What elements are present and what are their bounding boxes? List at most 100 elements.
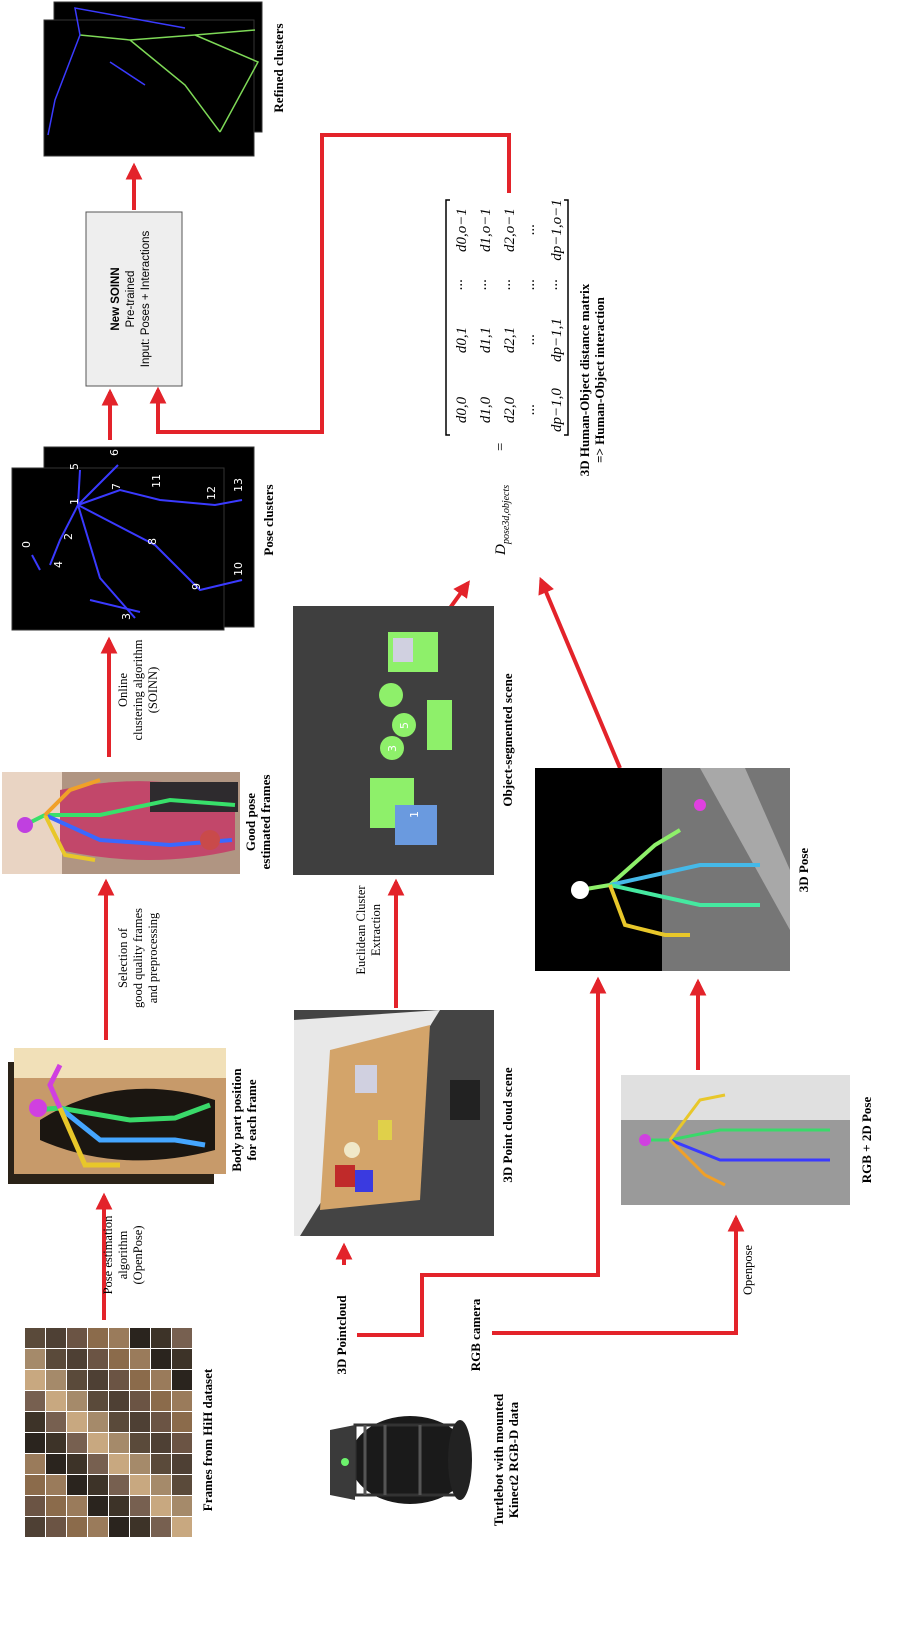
mosaic-frame (88, 1433, 108, 1453)
label-turtlebot-1: Turtlebot with mounted (491, 1393, 506, 1526)
mosaic-frame (151, 1517, 171, 1537)
mosaic-frame (151, 1412, 171, 1432)
pose-cluster-number: 7 (110, 483, 123, 490)
turtlebot-image (330, 1416, 472, 1504)
label-3d-pointcloud: 3D Pointcloud (334, 1295, 349, 1375)
mosaic-frame (25, 1391, 45, 1411)
mosaic-frame (130, 1370, 150, 1390)
matrix-cell: ··· (526, 224, 542, 235)
label-rgb-2d-pose: RGB + 2D Pose (859, 1097, 874, 1184)
mosaic-frame (130, 1433, 150, 1453)
mosaic-frame (109, 1517, 129, 1537)
mosaic-frame (88, 1349, 108, 1369)
mosaic-frame (88, 1328, 108, 1348)
mosaic-frame (172, 1433, 192, 1453)
soinn-input: Input: Poses + Interactions (140, 231, 152, 368)
mosaic-frame (88, 1475, 108, 1495)
label-online-clustering-2: clustering algorithm (131, 639, 145, 740)
pose-cluster-number: 1 (68, 498, 81, 505)
pose-cluster-number: 6 (108, 449, 121, 456)
label-selection-1: Selection of (116, 927, 130, 988)
matrix-cells: d0,0 d0,1 ··· d0,o−1 d1,0 d1,1 ··· d1,o−1 d2,0 d2… (454, 199, 565, 432)
label-selection-3: and preprocessing (146, 912, 160, 1003)
pose-cluster-number: 13 (232, 478, 245, 492)
label-pose-clusters: Pose clusters (261, 484, 276, 555)
mosaic-frame (67, 1496, 87, 1516)
pose-cluster-number: 0 (20, 541, 33, 548)
mosaic-frame (67, 1328, 87, 1348)
mosaic-frame (25, 1370, 45, 1390)
mosaic-frame (130, 1475, 150, 1495)
mosaic-frame (88, 1517, 108, 1537)
mosaic-frame (109, 1475, 129, 1495)
label-online-clustering-1: Online (116, 673, 130, 707)
matrix-cell: d0,1 (454, 327, 470, 353)
arrow-pointcloud-to-3dpose (357, 976, 607, 1337)
scene-object-numbers: 1 3 5 (386, 722, 421, 818)
label-euclidean-1: Euclidean Cluster (354, 885, 368, 975)
label-frames-hih: Frames from HiH dataset (200, 1368, 215, 1511)
arrow-matrix-to-soinn (149, 133, 511, 434)
mosaic-frame (109, 1328, 129, 1348)
label-object-segmented: Object-segmented scene (500, 673, 515, 806)
object-segmented-image: 1 3 5 (293, 606, 494, 875)
refined-clusters-image (43, 1, 263, 157)
arrow-3dpose-to-matrix (538, 576, 622, 769)
mosaic-frame (151, 1370, 171, 1390)
pose-cluster-number: 2 (62, 533, 75, 540)
mosaic-frame (130, 1517, 150, 1537)
label-point-cloud-scene: 3D Point cloud scene (500, 1067, 515, 1182)
scene-object-number: 1 (408, 811, 421, 818)
mosaic-frame (67, 1517, 87, 1537)
mosaic-frame (67, 1349, 87, 1369)
mosaic-frame (67, 1391, 87, 1411)
mosaic-frame (46, 1370, 66, 1390)
label-good-pose-2: estimated frames (258, 775, 273, 870)
label-euclidean-2: Extraction (369, 903, 383, 956)
pose-cluster-number: 12 (205, 486, 218, 500)
scene-object-number: 3 (386, 745, 399, 752)
mosaic-frame (25, 1433, 45, 1453)
label-turtlebot-2: Kinect2 RGB-D data (506, 1401, 521, 1518)
mosaic-frame (109, 1370, 129, 1390)
arrow-rgb-to-openpose (492, 1214, 745, 1335)
soinn-box: New SOINN Pre-trained Input: Poses + Int… (85, 211, 183, 387)
mosaic-frame (46, 1433, 66, 1453)
matrix-cell: dp−1,0 (549, 388, 565, 432)
mosaic-frame (172, 1517, 192, 1537)
3d-pose-image (535, 768, 790, 971)
matrix-cell: d2,o−1 (502, 208, 518, 252)
mosaic-frame (172, 1391, 192, 1411)
mosaic-frame (172, 1412, 192, 1432)
matrix-cell: dp−1,1 (549, 318, 565, 362)
hih-frames-mosaic (25, 1328, 192, 1537)
rgb-2d-pose-image (621, 1075, 850, 1205)
label-3d-pose: 3D Pose (796, 848, 811, 893)
matrix-cell: ··· (549, 279, 565, 290)
matrix-cell: d1,0 (478, 396, 494, 423)
pose-cluster-number: 4 (52, 561, 65, 568)
matrix-cell: d0,0 (454, 396, 470, 423)
body-part-image (8, 1048, 226, 1184)
matrix-lhs-subscript: pose3d,objects (501, 485, 512, 545)
point-cloud-scene-image (294, 1010, 494, 1236)
label-pose-estimation-3: (OpenPose) (131, 1225, 145, 1284)
mosaic-frame (25, 1454, 45, 1474)
mosaic-frame (46, 1412, 66, 1432)
label-body-part-2: for each frame (244, 1079, 259, 1161)
mosaic-frame (25, 1517, 45, 1537)
mosaic-frame (130, 1328, 150, 1348)
mosaic-frame (151, 1391, 171, 1411)
mosaic-frame (46, 1454, 66, 1474)
pose-cluster-number: 5 (68, 463, 81, 470)
mosaic-frame (151, 1433, 171, 1453)
mosaic-frame (46, 1349, 66, 1369)
mosaic-frame (109, 1433, 129, 1453)
label-good-pose-1: Good pose (243, 793, 258, 851)
label-online-clustering-3: (SOINN) (146, 667, 160, 714)
mosaic-frame (151, 1475, 171, 1495)
mosaic-frame (151, 1349, 171, 1369)
mosaic-frame (130, 1391, 150, 1411)
labels: Frames from HiH dataset Pose estimation … (101, 23, 874, 1526)
